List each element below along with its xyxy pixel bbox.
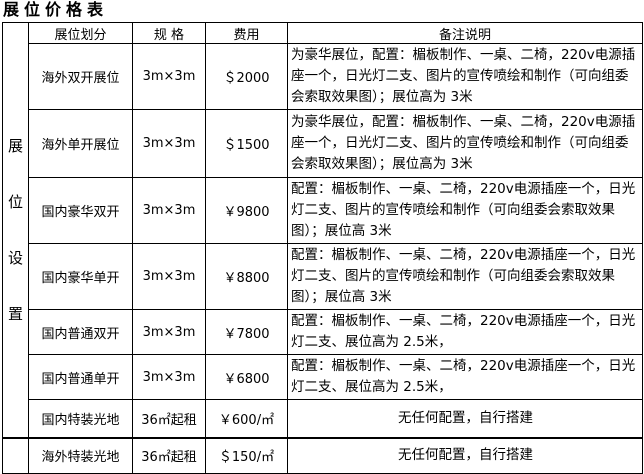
price-table: 展 位 设 置 展位划分 规 格 费用 备注说明 海外双开展位 3m×3m ＄2… (2, 22, 643, 474)
row-note: 配置：楣板制作、一桌、二椅，220v电源插座一个，日光灯二支、展位高为 2.5米… (287, 354, 643, 400)
header-size: 规 格 (132, 22, 206, 44)
row-type: 国内豪华双开 (28, 177, 133, 244)
row-price: ＄150/㎡ (205, 436, 288, 474)
row-note: 配置：楣板制作、一桌、二椅，220v电源插座一个，日光灯二支、图片的宣传喷绘和制… (287, 177, 643, 244)
row-size: 3m×3m (132, 109, 206, 178)
header-price: 费用 (205, 22, 288, 44)
row-type: 海外双开展位 (28, 43, 133, 110)
row-price: ￥7800 (205, 309, 288, 355)
row-note: 配置：楣板制作、一桌、二椅，220v电源插座一个，日光灯二支、展位高为 2.5米… (287, 309, 643, 355)
row-type: 国内特装光地 (28, 399, 133, 438)
table-row: 海外单开展位 3m×3m ＄1500 为豪华展位，配置：楣板制作、一桌、二椅，2… (3, 109, 643, 178)
empty-cell (2, 436, 29, 474)
row-size: 3m×3m (132, 177, 206, 244)
row-price: ＄2000 (205, 43, 288, 110)
row-size: 3m×3m (132, 43, 206, 110)
row-note: 无任何配置，自行搭建 (287, 436, 643, 474)
row-size: 3m×3m (132, 243, 206, 310)
row-price: ＄1500 (205, 109, 288, 178)
page-title: 展位价格表 (3, 0, 109, 19)
table-row: 国内普通双开 3m×3m ￥7800 配置：楣板制作、一桌、二椅，220v电源插… (3, 309, 643, 355)
row-note: 为豪华展位，配置：楣板制作、一桌、二椅，220v电源插座一个，日光灯二支、图片的… (287, 43, 643, 110)
row-type: 海外单开展位 (28, 109, 133, 178)
table-row: 国内豪华单开 3m×3m ￥8800 配置：楣板制作、一桌、二椅，220v电源插… (3, 243, 643, 310)
side-char: 展 (7, 136, 23, 155)
header-type: 展位划分 (28, 22, 133, 44)
side-label: 展 位 设 置 (2, 22, 29, 438)
row-price: ￥600/㎡ (205, 399, 288, 438)
table-row: 海外双开展位 3m×3m ＄2000 为豪华展位，配置：楣板制作、一桌、二椅，2… (3, 43, 643, 110)
header-note: 备注说明 (287, 22, 643, 44)
row-note: 无任何配置，自行搭建 (287, 399, 643, 438)
row-price: ￥6800 (205, 354, 288, 400)
side-char: 设 (7, 248, 23, 267)
row-type: 海外特装光地 (28, 436, 133, 474)
header-row: 展 位 设 置 展位划分 规 格 费用 备注说明 (2, 22, 643, 438)
row-type: 国内豪华单开 (28, 243, 133, 310)
row-price: ￥8800 (205, 243, 288, 310)
row-price: ￥9800 (205, 177, 288, 244)
row-note: 配置：楣板制作、一桌、二椅，220v电源插座一个，日光灯二支、图片的宣传喷绘和制… (287, 243, 643, 310)
row-size: 36㎡起租 (132, 436, 206, 474)
table-row: 国内豪华双开 3m×3m ￥9800 配置：楣板制作、一桌、二椅，220v电源插… (3, 177, 643, 244)
side-char: 置 (7, 304, 23, 323)
row-type: 国内普通双开 (28, 309, 133, 355)
side-char: 位 (7, 192, 23, 211)
row-note: 为豪华展位，配置：楣板制作、一桌、二椅，220v电源插座一个，日光灯二支、图片的… (287, 109, 643, 178)
row-size: 3m×3m (132, 309, 206, 355)
row-type: 国内普通单开 (28, 354, 133, 400)
row-size: 36㎡起租 (132, 399, 206, 438)
table-row: 国内普通单开 3m×3m ￥6800 配置：楣板制作、一桌、二椅，220v电源插… (3, 354, 643, 400)
table-row: 国内特装光地 36㎡起租 ￥600/㎡ 无任何配置，自行搭建 (3, 399, 643, 438)
table-row: 海外特装光地 36㎡起租 ＄150/㎡ 无任何配置，自行搭建 (2, 436, 643, 474)
row-size: 3m×3m (132, 354, 206, 400)
